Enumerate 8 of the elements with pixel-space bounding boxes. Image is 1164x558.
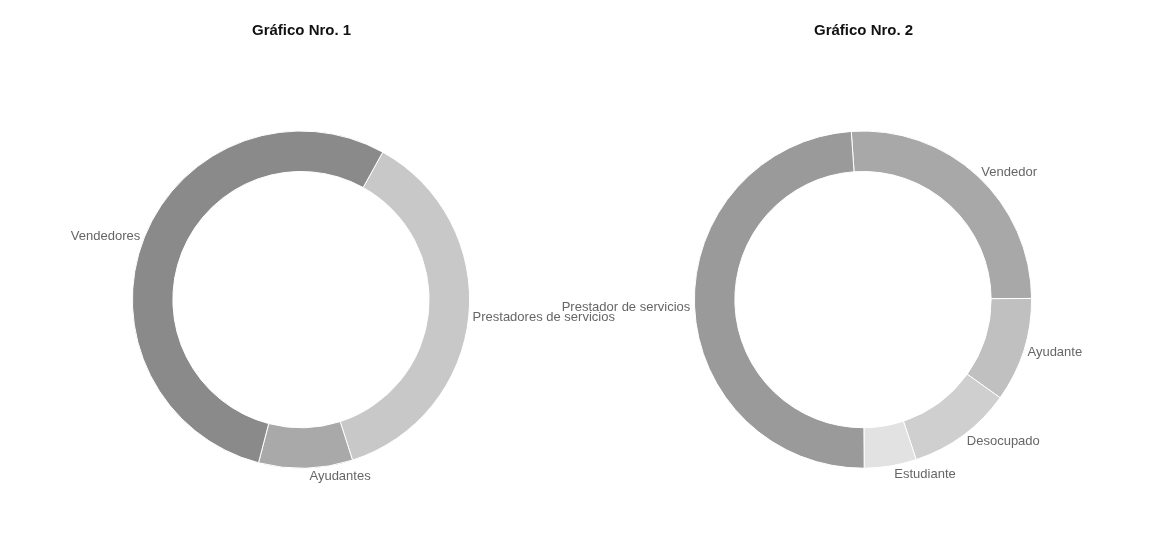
slice-label: Desocupado — [966, 432, 1040, 448]
slice-label: Ayudantes — [309, 468, 372, 484]
slice-label: Estudiante — [894, 465, 956, 481]
chart-title: Gráfico Nro. 1 — [252, 21, 352, 38]
slice-label: Ayudante — [1027, 343, 1083, 359]
slice-label: Vendedores — [70, 228, 141, 244]
slice-label: Vendedor — [981, 164, 1038, 180]
chart-title: Gráfico Nro. 2 — [814, 21, 914, 38]
